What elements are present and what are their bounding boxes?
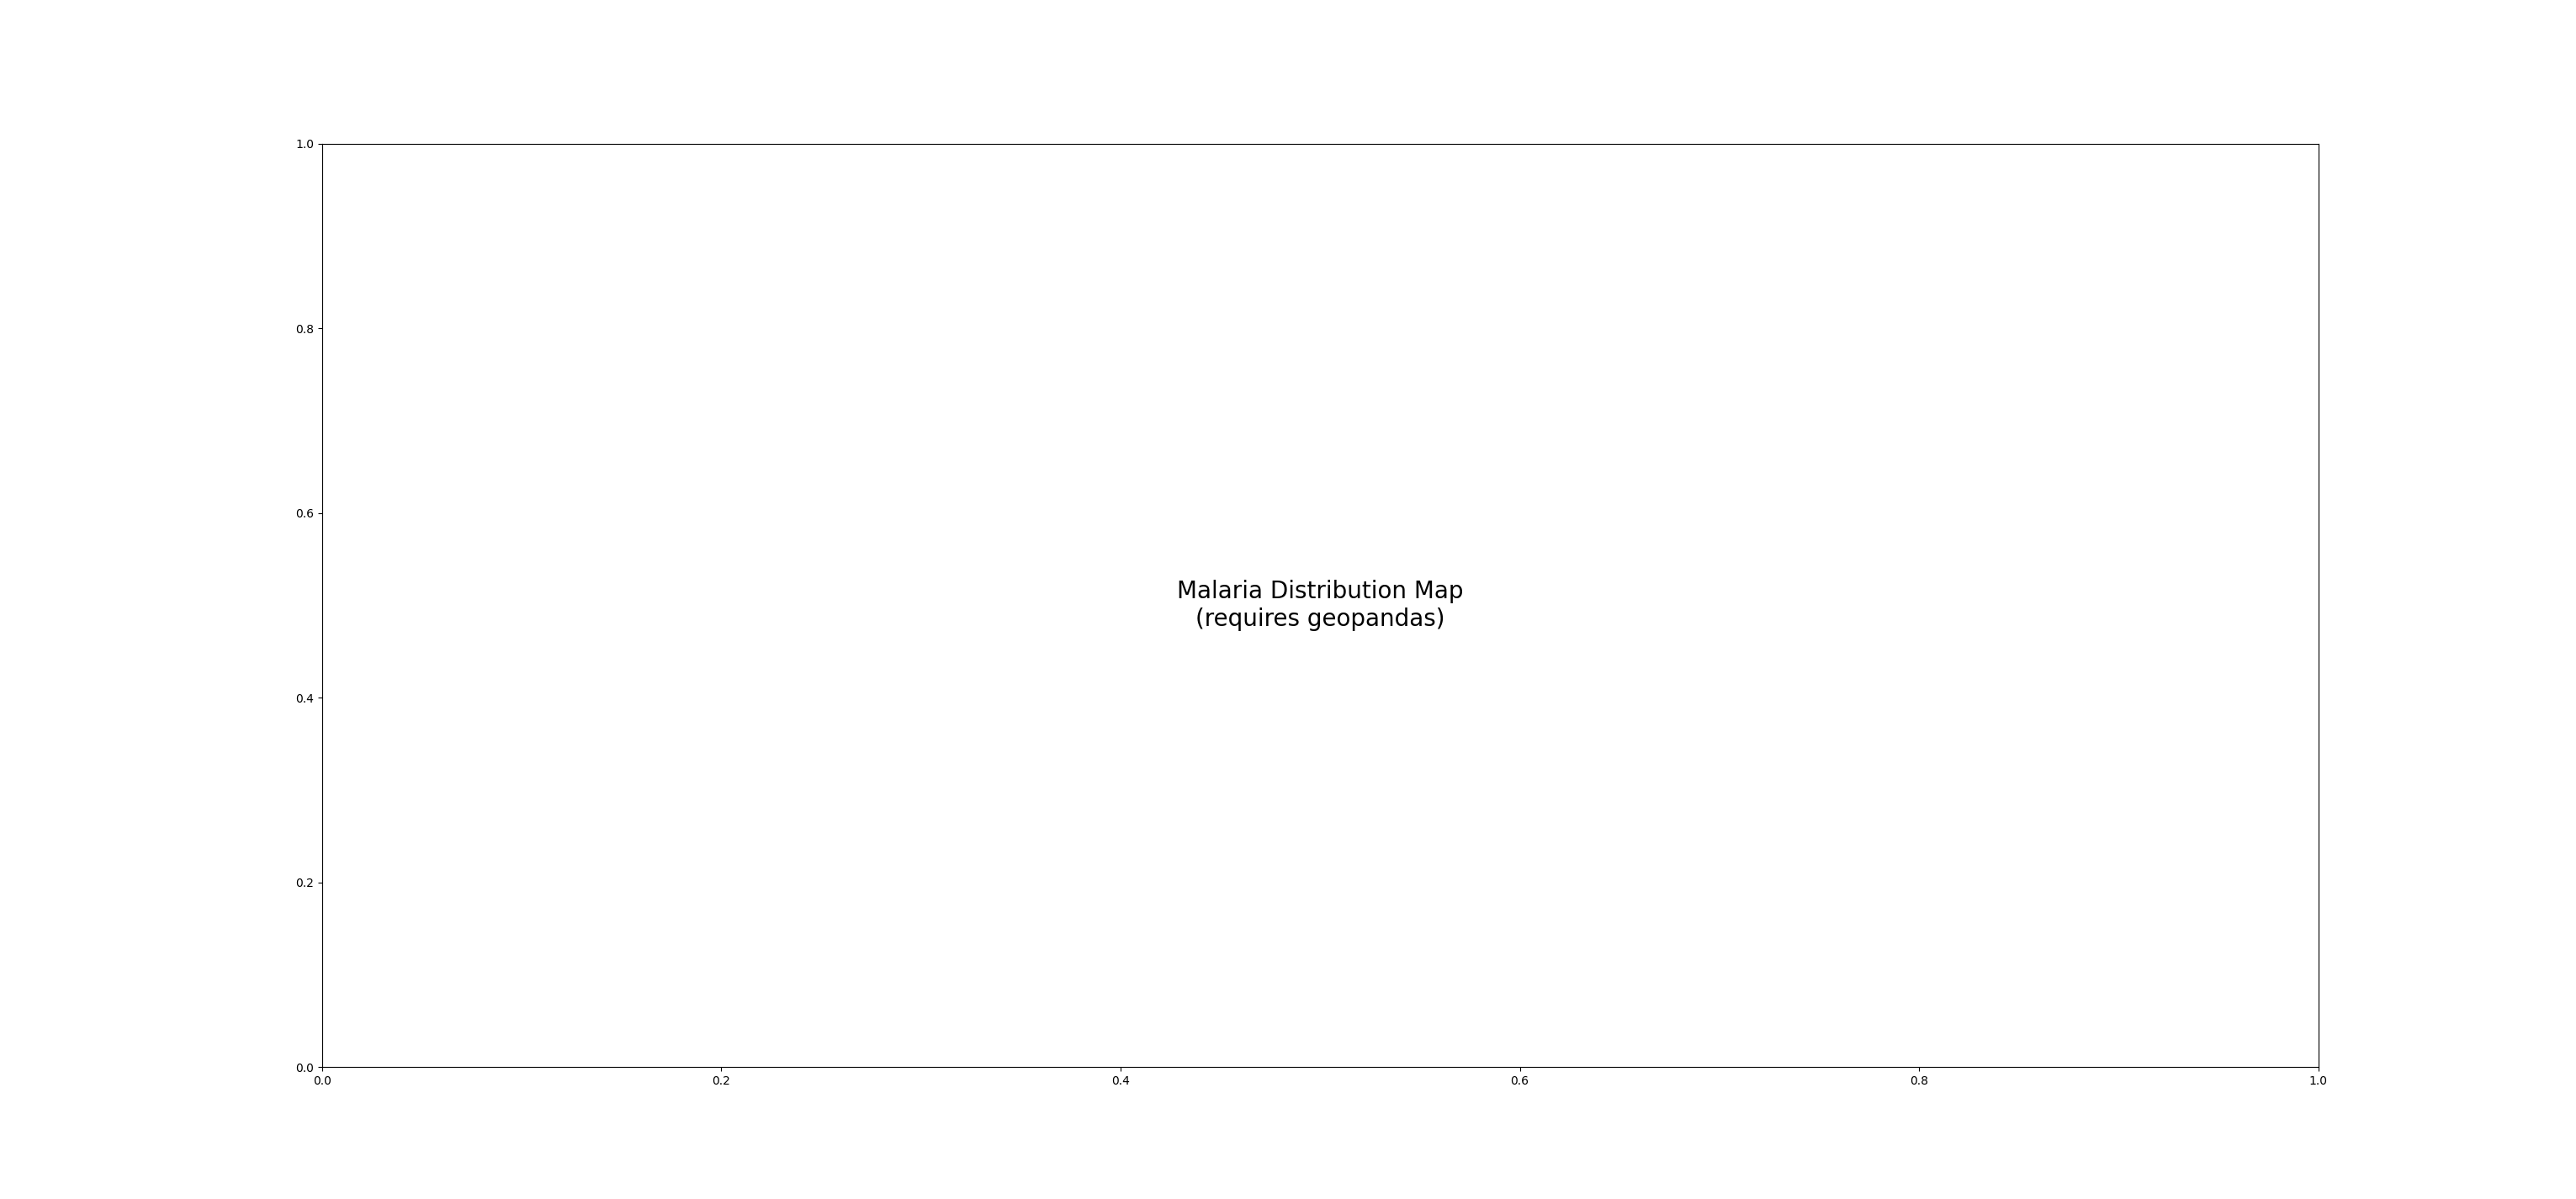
Text: Malaria Distribution Map
(requires geopandas): Malaria Distribution Map (requires geopa… xyxy=(1177,580,1463,631)
